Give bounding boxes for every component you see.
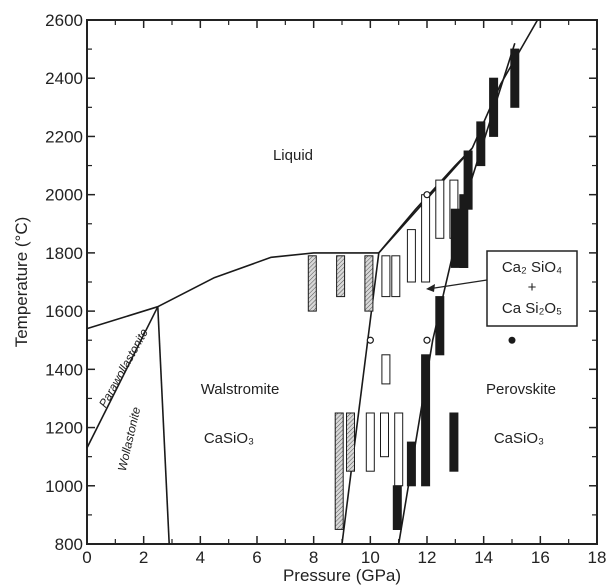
region-label-walstromite: Walstromite xyxy=(201,381,280,398)
phase-boundary-line xyxy=(157,252,379,308)
x-tick-label: 12 xyxy=(418,548,437,567)
legend-line-2: + xyxy=(528,279,537,296)
experiment-bar xyxy=(391,255,401,298)
phase-legend-box: Ca₂ SiO₄ + Ca Si₂O₅ xyxy=(486,250,578,327)
y-tick-label: 1400 xyxy=(45,360,83,379)
region-label-perovskite-formula: CaSiO₃ xyxy=(494,430,544,447)
y-tick-label: 2200 xyxy=(45,127,83,146)
region-label-perovskite: Perovskite xyxy=(486,381,556,398)
y-tick-label: 800 xyxy=(55,535,83,554)
experiment-bar xyxy=(406,441,416,487)
experiment-bar xyxy=(307,255,317,312)
filled-point xyxy=(508,336,516,344)
y-tick-label: 1600 xyxy=(45,302,83,321)
phase-boundary-line xyxy=(86,306,159,449)
y-tick-label: 1000 xyxy=(45,477,83,496)
region-label-wollastonite: Wollastonite xyxy=(115,405,143,472)
x-tick-label: 14 xyxy=(474,548,493,567)
legend-frame xyxy=(486,250,578,327)
y-axis-title: Temperature (°C) xyxy=(12,217,31,348)
y-tick-label: 2000 xyxy=(45,186,83,205)
legend-line-1: Ca₂ SiO₄ xyxy=(502,259,562,276)
phase-boundary-line xyxy=(157,306,170,545)
y-tick-label: 1200 xyxy=(45,419,83,438)
experiment-bar xyxy=(394,412,404,487)
x-tick-label: 4 xyxy=(196,548,205,567)
experiment-bar xyxy=(334,412,344,530)
experiment-bar xyxy=(489,77,499,137)
x-tick-label: 2 xyxy=(139,548,148,567)
open-circle-point xyxy=(423,336,431,344)
experiment-bar xyxy=(336,255,346,298)
experiment-bar xyxy=(463,150,473,210)
legend-line-3: Ca Si₂O₅ xyxy=(502,300,562,317)
y-tick-label: 2400 xyxy=(45,69,83,88)
y-tick-label: 1800 xyxy=(45,244,83,263)
x-tick-label: 10 xyxy=(361,548,380,567)
x-tick-label: 16 xyxy=(531,548,550,567)
experiment-bar xyxy=(435,179,445,239)
region-label-parawollastonite: Parawollastonite xyxy=(96,326,151,410)
experiment-bar xyxy=(406,229,416,283)
experiment-bar xyxy=(346,412,355,472)
experiment-bar xyxy=(476,121,486,167)
x-tick-label: 0 xyxy=(82,548,91,567)
experiment-bar xyxy=(380,412,389,458)
open-circle-point xyxy=(366,336,374,344)
experiment-bar xyxy=(450,208,460,268)
phase-boundary-line xyxy=(86,305,159,330)
region-label-liquid: Liquid xyxy=(273,147,313,164)
experiment-bar xyxy=(365,412,375,472)
x-axis-title: Pressure (GPa) xyxy=(283,566,401,585)
open-circle-point xyxy=(423,191,431,199)
experiment-bar xyxy=(381,354,391,385)
experiment-bar xyxy=(381,255,391,298)
experiment-bar xyxy=(392,485,402,530)
legend-pointer-arrowhead xyxy=(426,284,435,292)
experiment-bar xyxy=(510,48,520,108)
x-tick-label: 6 xyxy=(252,548,261,567)
experiment-bar xyxy=(435,296,445,356)
experiment-bar xyxy=(421,354,431,487)
legend-pointer-arrow xyxy=(427,279,488,290)
x-tick-label: 18 xyxy=(588,548,607,567)
experiment-bar xyxy=(421,194,431,283)
experiment-bar xyxy=(364,255,374,312)
x-tick-label: 8 xyxy=(309,548,318,567)
region-label-walstromite-formula: CaSiO₃ xyxy=(204,430,254,447)
y-tick-label: 2600 xyxy=(45,11,83,30)
experiment-bar xyxy=(449,412,459,472)
